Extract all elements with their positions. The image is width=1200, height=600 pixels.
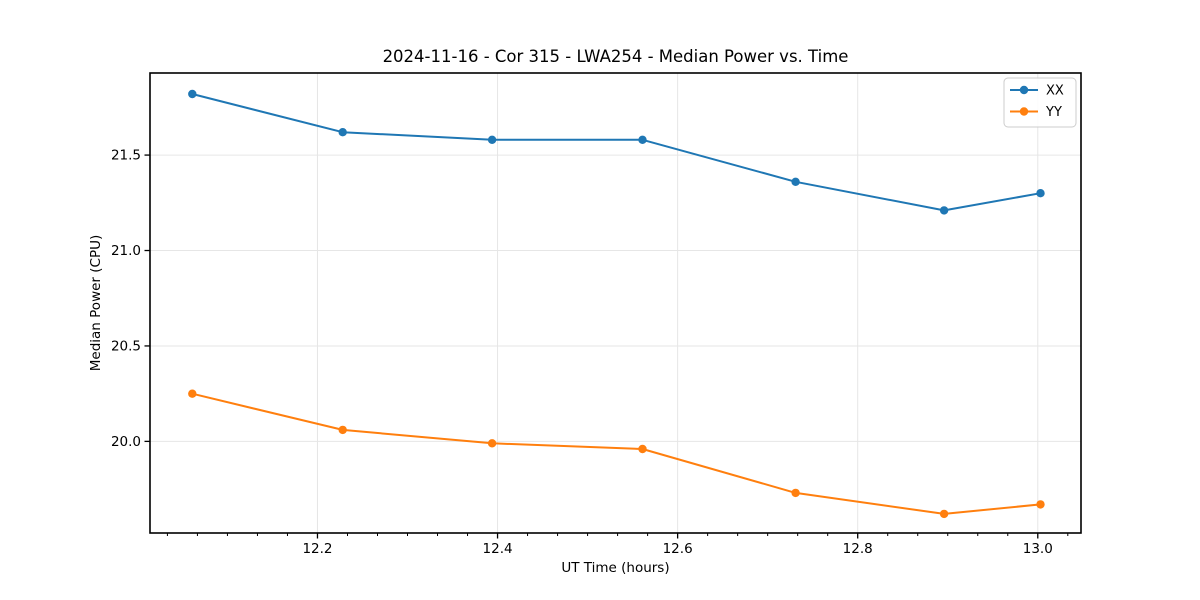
legend-marker-XX bbox=[1019, 85, 1029, 95]
x-tick-label: 12.8 bbox=[843, 541, 873, 557]
y-tick-label: 21.5 bbox=[111, 148, 141, 164]
data-point-XX-3 bbox=[638, 135, 647, 144]
data-point-XX-5 bbox=[939, 206, 949, 215]
series-line-YY bbox=[191, 392, 1042, 515]
chart-title: 2024-11-16 - Cor 315 - LWA254 - Median P… bbox=[382, 47, 849, 66]
data-point-YY-0 bbox=[188, 389, 197, 398]
legend-label-XX: XX bbox=[1046, 84, 1064, 99]
data-point-YY-5 bbox=[939, 509, 949, 519]
y-tick-label: 21.0 bbox=[111, 243, 141, 259]
data-point-XX-1 bbox=[338, 128, 347, 137]
data-point-YY-4 bbox=[791, 488, 800, 498]
data-point-XX-0 bbox=[188, 89, 197, 99]
series-line-XX bbox=[191, 93, 1042, 212]
data-point-YY-2 bbox=[487, 439, 497, 448]
x-tick-label: 12.6 bbox=[663, 541, 693, 557]
legend-marker-YY bbox=[1019, 107, 1029, 116]
data-point-XX-2 bbox=[487, 135, 497, 144]
legend-box bbox=[1003, 77, 1077, 128]
x-tick-label: 12.2 bbox=[302, 541, 332, 557]
x-axis-label: UT Time (hours) bbox=[561, 560, 670, 576]
data-point-XX-4 bbox=[791, 177, 800, 186]
y-axis-label: Median Power (CPU) bbox=[88, 234, 104, 372]
data-point-YY-3 bbox=[638, 444, 647, 454]
data-point-YY-1 bbox=[338, 425, 347, 435]
y-tick-label: 20.5 bbox=[111, 338, 141, 354]
data-point-YY-6 bbox=[1036, 500, 1045, 509]
legend-label-YY: YY bbox=[1045, 105, 1062, 120]
x-tick-label: 12.4 bbox=[483, 541, 513, 557]
plot-frame bbox=[149, 72, 1082, 534]
x-tick-label: 13.0 bbox=[1023, 541, 1053, 557]
data-point-XX-6 bbox=[1036, 189, 1045, 198]
y-tick-label: 20.0 bbox=[111, 434, 141, 450]
